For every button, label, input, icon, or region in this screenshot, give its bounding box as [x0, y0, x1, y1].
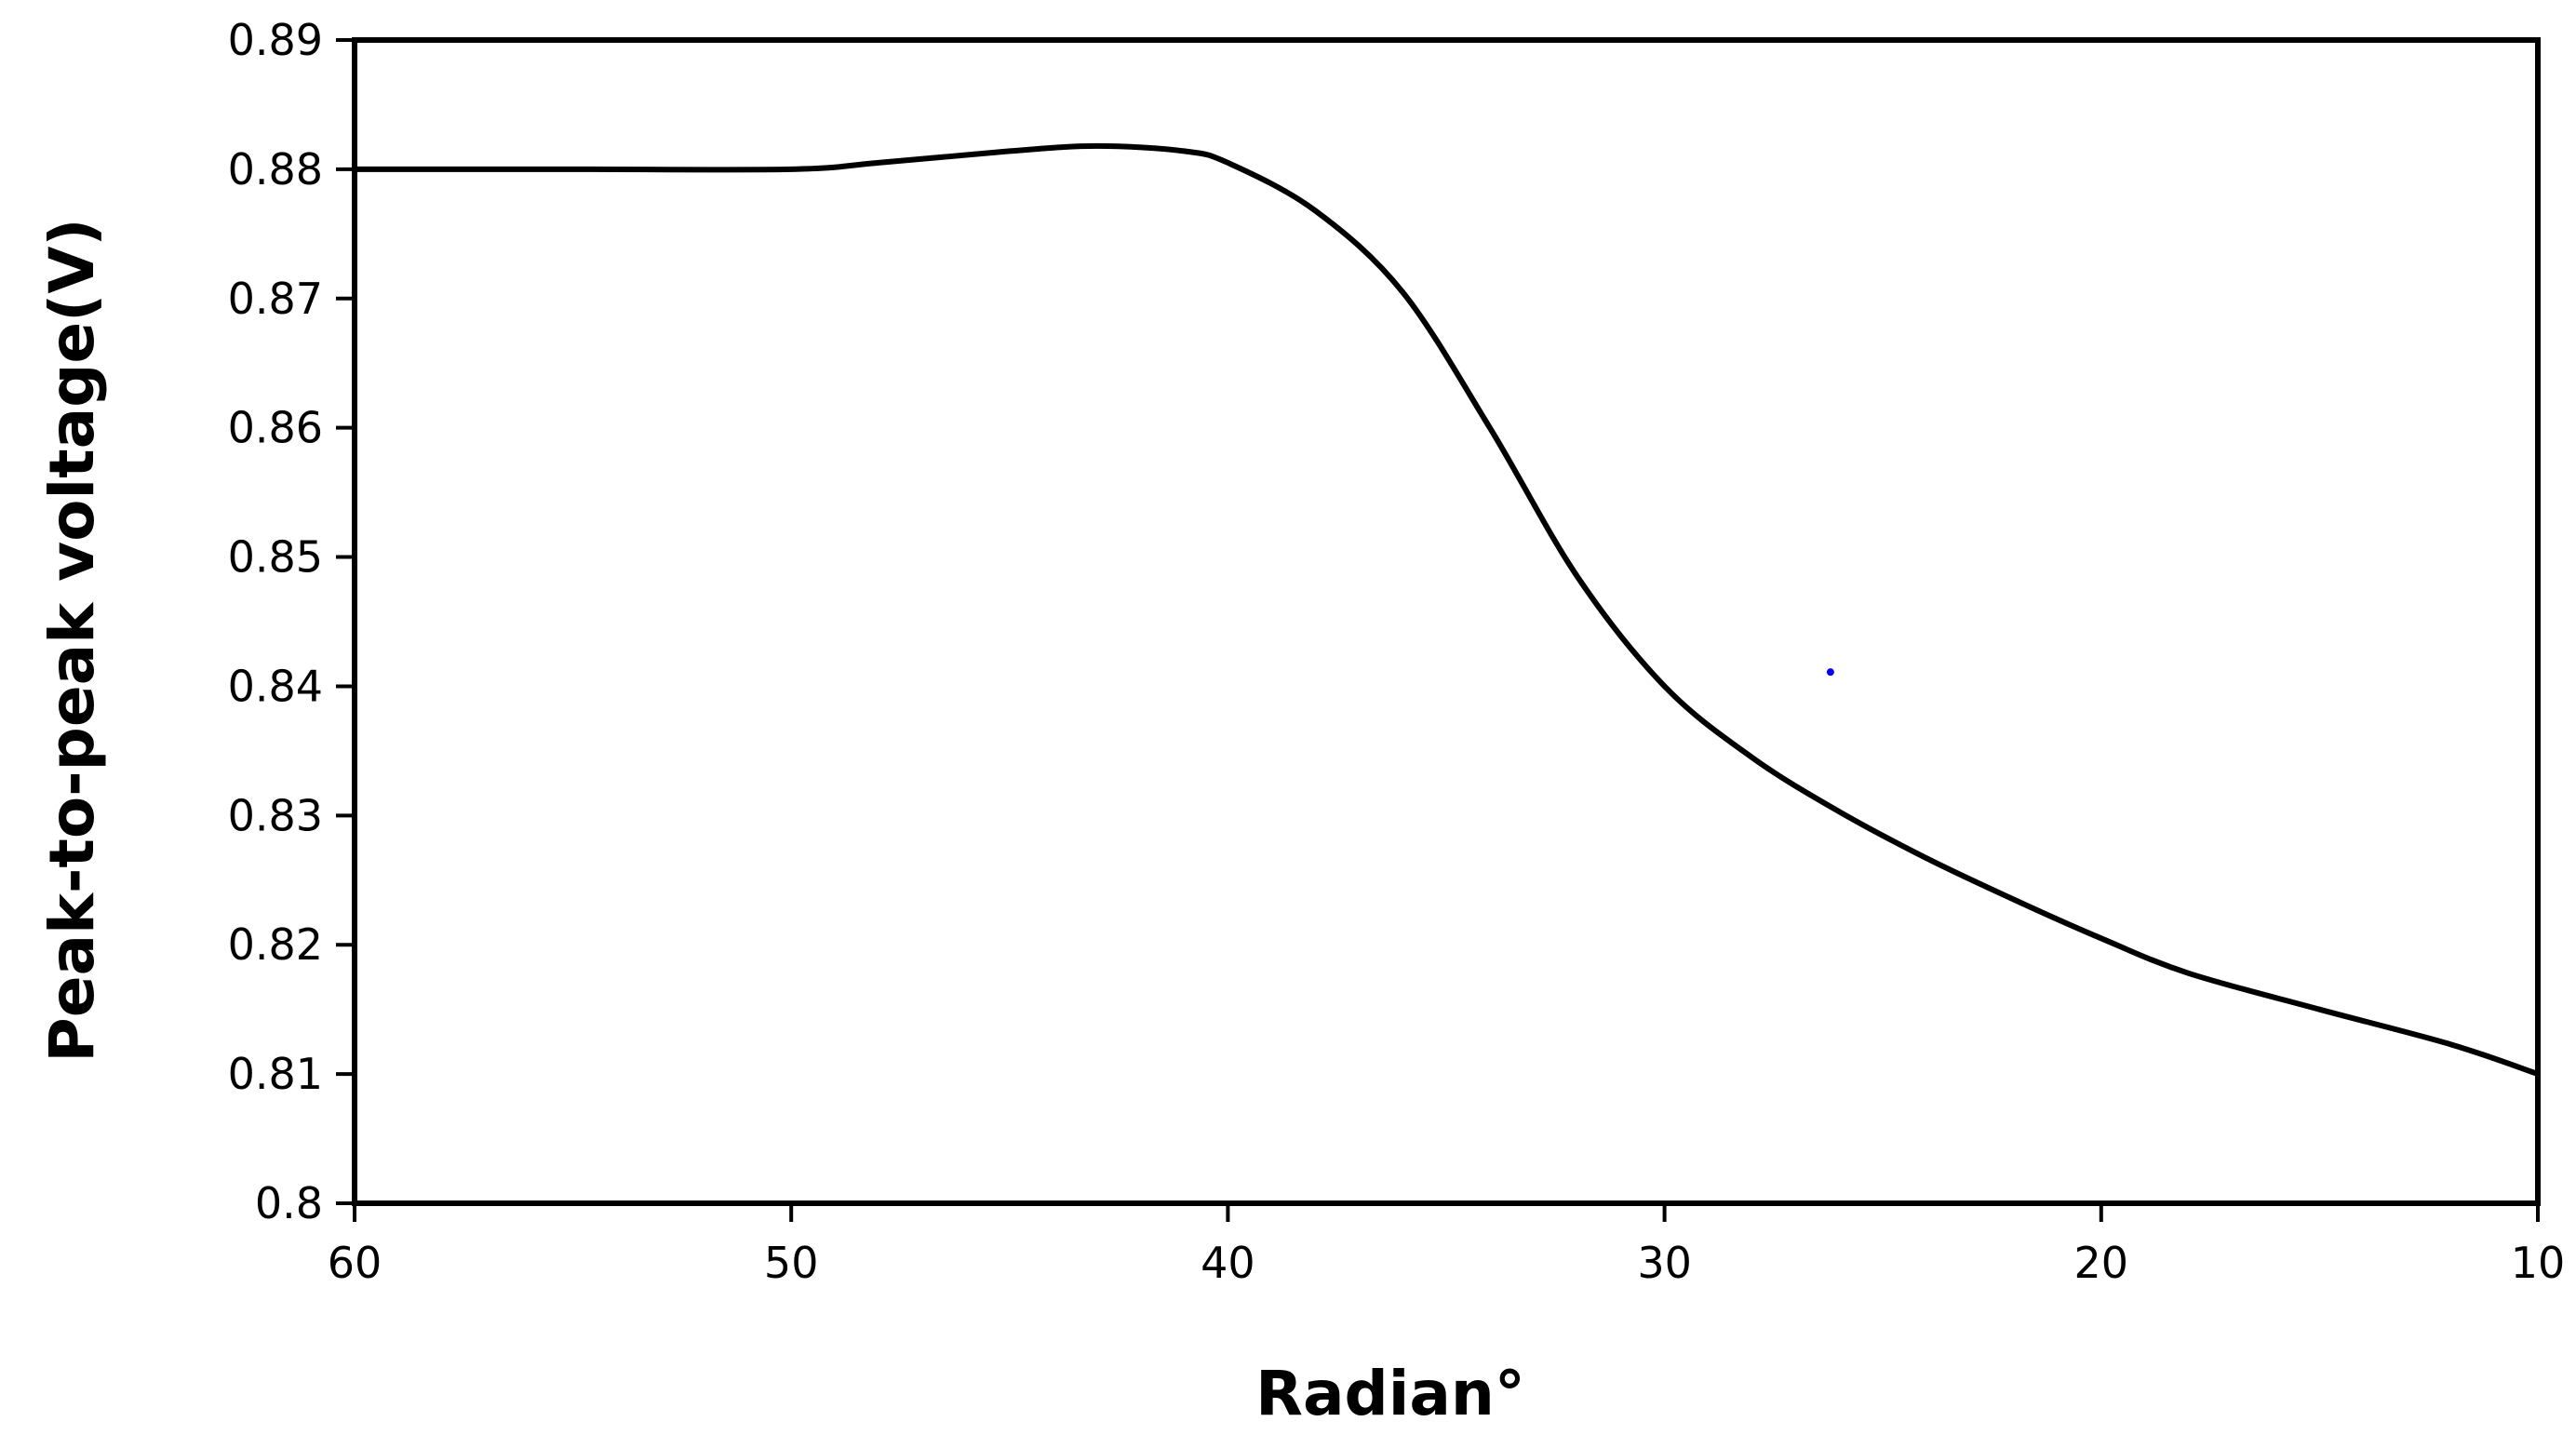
x-axis-ticks: 60 50 40 30 20 10: [328, 1203, 2566, 1288]
x-tick-label: 30: [1637, 1238, 1692, 1288]
series-line: [352, 142, 2541, 1078]
x-axis-title: Radian°: [1255, 1358, 1525, 1429]
y-axis-ticks: 0.8 0.81 0.82 0.83 0.84 0.85 0.86 0.87 0.88 0.89: [228, 15, 355, 1228]
y-tick-label: 0.83: [228, 790, 323, 840]
y-tick-label: 0.88: [228, 144, 323, 194]
y-tick-label: 0.8: [255, 1178, 323, 1228]
x-tick-label: 10: [2511, 1238, 2566, 1288]
y-tick-label: 0.81: [228, 1049, 323, 1099]
y-tick-label: 0.82: [228, 919, 323, 970]
x-tick-label: 40: [1201, 1238, 1255, 1288]
y-tick-label: 0.84: [228, 661, 323, 711]
y-tick-label: 0.87: [228, 274, 323, 324]
plot-frame: [352, 37, 2541, 1206]
x-tick-label: 60: [328, 1238, 382, 1288]
x-tick-label: 50: [764, 1238, 819, 1288]
x-tick-label: 20: [2074, 1238, 2129, 1288]
y-tick-label: 0.89: [228, 15, 323, 65]
series-layer: [352, 142, 2541, 1078]
y-axis-title: Peak-to-peak voltage(V): [36, 218, 108, 1062]
y-tick-label: 0.86: [228, 403, 323, 453]
y-tick-label: 0.85: [228, 532, 323, 583]
data-point-marker: [1826, 668, 1834, 677]
